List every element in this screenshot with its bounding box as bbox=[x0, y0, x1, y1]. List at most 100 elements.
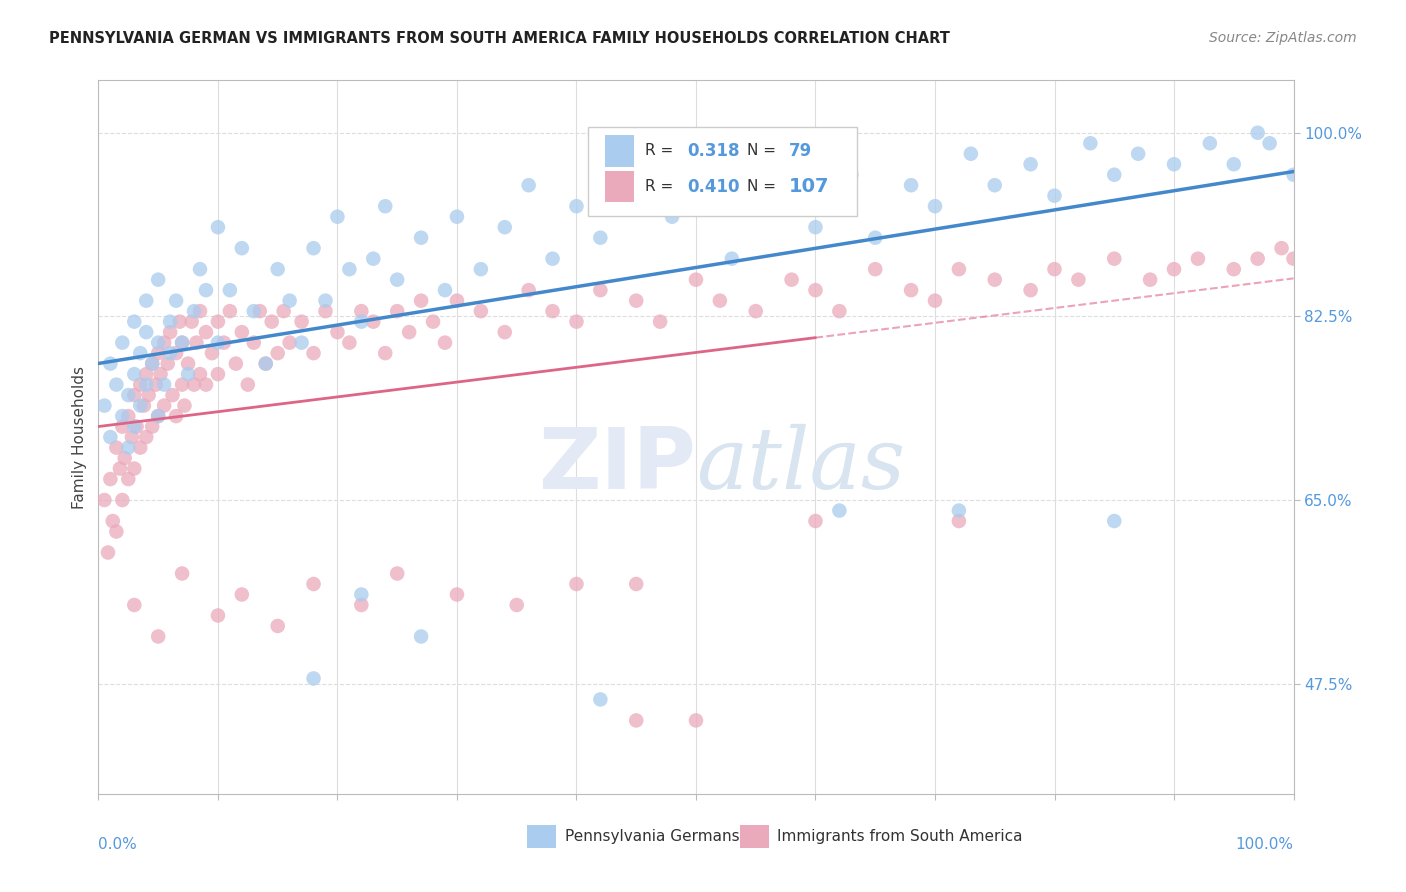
Point bbox=[172, 335, 194, 350]
Point bbox=[1019, 283, 1042, 297]
Point bbox=[124, 598, 146, 612]
Point bbox=[188, 367, 211, 381]
Text: 100.0%: 100.0% bbox=[1236, 837, 1294, 852]
Point bbox=[138, 388, 160, 402]
Point bbox=[470, 304, 492, 318]
Point bbox=[153, 399, 176, 413]
Point bbox=[494, 325, 516, 339]
Point bbox=[434, 283, 457, 297]
Point bbox=[780, 273, 803, 287]
Point bbox=[159, 346, 181, 360]
Point bbox=[254, 357, 277, 371]
Point bbox=[124, 367, 146, 381]
Point bbox=[363, 252, 385, 266]
Point bbox=[97, 545, 120, 559]
Point bbox=[589, 692, 612, 706]
Point bbox=[278, 335, 301, 350]
Point bbox=[225, 357, 247, 371]
Point bbox=[141, 357, 163, 371]
Point bbox=[446, 210, 468, 224]
Point bbox=[111, 493, 134, 508]
Point bbox=[195, 377, 218, 392]
Point bbox=[124, 315, 146, 329]
Point bbox=[648, 315, 672, 329]
Point bbox=[517, 178, 540, 193]
Point bbox=[231, 325, 253, 339]
Point bbox=[494, 220, 516, 235]
Point bbox=[98, 472, 122, 486]
Point bbox=[117, 388, 139, 402]
Point bbox=[124, 388, 146, 402]
Point bbox=[984, 273, 1007, 287]
Text: 0.0%: 0.0% bbox=[98, 837, 138, 852]
Point bbox=[541, 252, 564, 266]
Text: 0.318: 0.318 bbox=[688, 142, 740, 160]
Point bbox=[1128, 146, 1150, 161]
Point bbox=[135, 367, 157, 381]
Point bbox=[98, 430, 122, 444]
Point bbox=[565, 199, 588, 213]
Point bbox=[924, 199, 946, 213]
Point bbox=[291, 315, 314, 329]
Point bbox=[900, 283, 922, 297]
Point bbox=[721, 252, 744, 266]
Point bbox=[177, 367, 200, 381]
Text: atlas: atlas bbox=[696, 425, 905, 507]
Point bbox=[1139, 273, 1161, 287]
Point bbox=[291, 335, 314, 350]
Point bbox=[93, 493, 115, 508]
Point bbox=[828, 503, 851, 517]
Point bbox=[141, 419, 163, 434]
Point bbox=[254, 357, 277, 371]
Point bbox=[141, 357, 163, 371]
Point bbox=[385, 304, 409, 318]
Point bbox=[212, 335, 235, 350]
Point bbox=[1043, 188, 1066, 202]
Point bbox=[1271, 241, 1294, 255]
Point bbox=[1080, 136, 1102, 151]
Point bbox=[148, 409, 170, 423]
FancyBboxPatch shape bbox=[605, 136, 634, 167]
Point bbox=[132, 399, 155, 413]
Point bbox=[589, 230, 612, 244]
Point bbox=[517, 283, 540, 297]
Point bbox=[1199, 136, 1222, 151]
Text: N =: N = bbox=[748, 179, 782, 194]
Point bbox=[302, 577, 325, 591]
Point bbox=[948, 503, 970, 517]
Point bbox=[124, 461, 146, 475]
FancyBboxPatch shape bbox=[605, 171, 634, 202]
Point bbox=[188, 304, 211, 318]
Point bbox=[385, 273, 409, 287]
Point bbox=[709, 293, 731, 308]
Point bbox=[411, 293, 433, 308]
Point bbox=[207, 608, 229, 623]
Point bbox=[374, 199, 396, 213]
Point bbox=[948, 514, 970, 528]
Point bbox=[145, 377, 167, 392]
Text: Immigrants from South America: Immigrants from South America bbox=[778, 830, 1022, 844]
Point bbox=[148, 409, 170, 423]
Point bbox=[267, 619, 290, 633]
Point bbox=[260, 315, 283, 329]
Point bbox=[411, 630, 433, 644]
Point bbox=[135, 325, 157, 339]
Point bbox=[745, 199, 768, 213]
Point bbox=[422, 315, 444, 329]
Point bbox=[249, 304, 271, 318]
Point bbox=[374, 346, 396, 360]
Point bbox=[804, 514, 827, 528]
Point bbox=[177, 357, 200, 371]
Point bbox=[326, 210, 349, 224]
Point bbox=[363, 315, 385, 329]
Text: 0.410: 0.410 bbox=[688, 178, 740, 195]
Point bbox=[165, 293, 187, 308]
Point bbox=[565, 315, 588, 329]
Point bbox=[350, 315, 373, 329]
Point bbox=[183, 377, 205, 392]
Point bbox=[111, 409, 134, 423]
Point bbox=[162, 388, 184, 402]
Point bbox=[685, 273, 707, 287]
Point bbox=[148, 335, 170, 350]
Point bbox=[924, 293, 946, 308]
